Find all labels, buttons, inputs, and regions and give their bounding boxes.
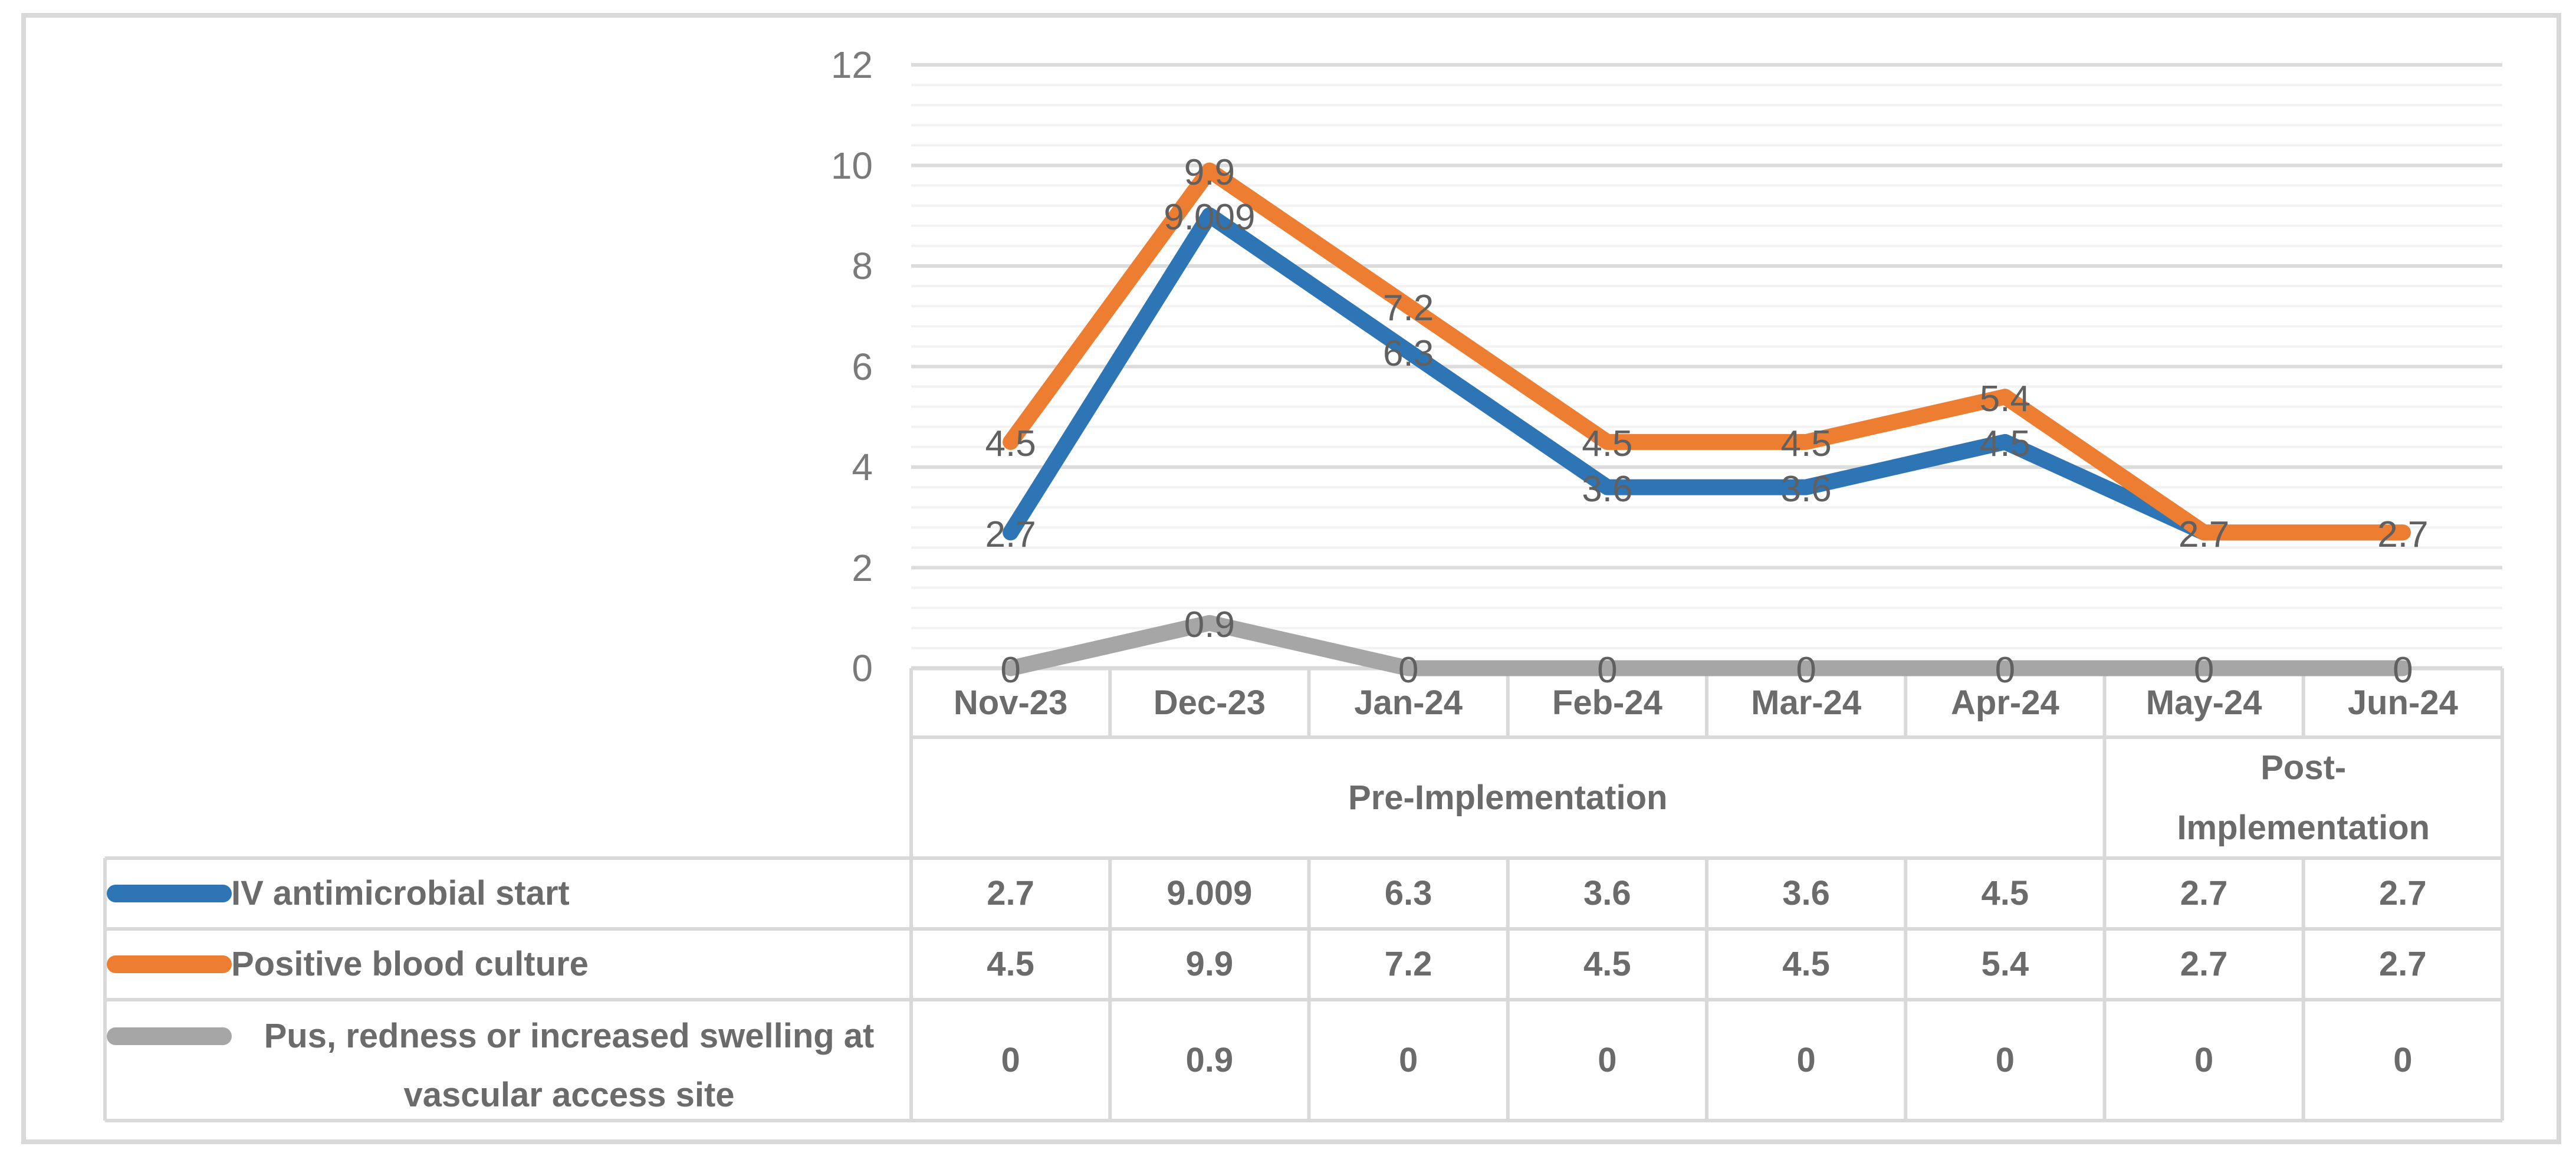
- data-label-positive-blood-culture-nov-23: 4.5: [985, 423, 1036, 465]
- data-label-iv-antimicrobial-start-jun-24: 2.7: [2377, 514, 2429, 555]
- data-label-positive-blood-culture-dec-23: 9.9: [1184, 152, 1235, 193]
- data-label-positive-blood-culture-may-24: 2.7: [2179, 514, 2230, 555]
- y-axis-tick-label: 0: [852, 647, 873, 689]
- data-label-pus-redness-or-increased-swelling-at-vas-apr-24: 0: [1995, 650, 2016, 691]
- table-value-pus-redness-or-increased-swelling-at-vas-apr-24: 0: [1995, 1040, 2015, 1079]
- legend-label-pus-redness-line1: Pus, redness or increased swelling at: [264, 1017, 875, 1055]
- table-value-iv-antimicrobial-start-jan-24: 6.3: [1384, 874, 1432, 912]
- x-axis-label-apr-24: Apr-24: [1951, 684, 2059, 722]
- legend-label-iv-antimicrobial-start: IV antimicrobial start: [231, 874, 570, 912]
- table-value-pus-redness-or-increased-swelling-at-vas-nov-23: 0: [1001, 1040, 1020, 1079]
- data-label-iv-antimicrobial-start-dec-23: 9.009: [1164, 196, 1256, 238]
- table-value-iv-antimicrobial-start-may-24: 2.7: [2180, 874, 2228, 912]
- y-axis-tick-label: 12: [830, 44, 873, 86]
- phase-label-post-implementation-line2: Implementation: [2177, 809, 2430, 847]
- data-label-positive-blood-culture-apr-24: 5.4: [1979, 378, 2030, 419]
- table-value-positive-blood-culture-mar-24: 4.5: [1782, 945, 1830, 983]
- phase-label-pre-implementation: Pre-Implementation: [1348, 778, 1668, 817]
- series-line-positive-blood-culture: [1003, 162, 2411, 541]
- table-value-pus-redness-or-increased-swelling-at-vas-may-24: 0: [2194, 1040, 2214, 1079]
- data-label-pus-redness-or-increased-swelling-at-vas-nov-23: 0: [1000, 650, 1021, 691]
- data-label-iv-antimicrobial-start-jan-24: 6.3: [1383, 333, 1434, 374]
- y-axis-tick-label: 2: [852, 546, 873, 589]
- data-label-positive-blood-culture-jun-24: 2.7: [2377, 514, 2429, 555]
- phase-label-post-implementation-line1: Post-: [2260, 748, 2347, 787]
- table-value-pus-redness-or-increased-swelling-at-vas-mar-24: 0: [1796, 1040, 1816, 1079]
- data-label-iv-antimicrobial-start-mar-24: 3.6: [1780, 469, 1832, 510]
- table-value-positive-blood-culture-feb-24: 4.5: [1583, 945, 1631, 983]
- data-label-pus-redness-or-increased-swelling-at-vas-may-24: 0: [2193, 650, 2214, 691]
- data-label-pus-redness-or-increased-swelling-at-vas-dec-23: 0.9: [1184, 605, 1235, 646]
- table-value-positive-blood-culture-may-24: 2.7: [2180, 945, 2228, 983]
- x-axis-label-dec-23: Dec-23: [1153, 684, 1266, 722]
- legend-label-positive-blood-culture: Positive blood culture: [231, 945, 589, 983]
- series-line-iv-antimicrobial-start: [1003, 207, 2411, 541]
- series-line-pus-redness-or-increased-swelling-at-vas: [1003, 615, 2411, 676]
- x-axis-label-nov-23: Nov-23: [953, 684, 1068, 722]
- table-value-iv-antimicrobial-start-apr-24: 4.5: [1981, 874, 2029, 912]
- x-axis-label-jan-24: Jan-24: [1354, 684, 1463, 722]
- table-value-pus-redness-or-increased-swelling-at-vas-dec-23: 0.9: [1185, 1040, 1234, 1079]
- table-value-iv-antimicrobial-start-nov-23: 2.7: [987, 874, 1034, 912]
- table-value-positive-blood-culture-jan-24: 7.2: [1384, 945, 1432, 983]
- legend-label-pus-redness-line2: vascular access site: [403, 1076, 735, 1114]
- table-value-pus-redness-or-increased-swelling-at-vas-jan-24: 0: [1398, 1040, 1418, 1079]
- table-value-positive-blood-culture-jun-24: 2.7: [2379, 945, 2427, 983]
- data-label-positive-blood-culture-jan-24: 7.2: [1383, 288, 1434, 329]
- data-label-pus-redness-or-increased-swelling-at-vas-jun-24: 0: [2393, 650, 2413, 691]
- table-value-iv-antimicrobial-start-mar-24: 3.6: [1782, 874, 1830, 912]
- x-axis-label-feb-24: Feb-24: [1552, 684, 1662, 722]
- table-value-positive-blood-culture-apr-24: 5.4: [1981, 945, 2029, 983]
- table-value-iv-antimicrobial-start-jun-24: 2.7: [2379, 874, 2427, 912]
- data-label-iv-antimicrobial-start-may-24: 2.7: [2179, 514, 2230, 555]
- data-label-pus-redness-or-increased-swelling-at-vas-mar-24: 0: [1796, 650, 1816, 691]
- data-label-iv-antimicrobial-start-apr-24: 4.5: [1979, 423, 2030, 465]
- table-value-pus-redness-or-increased-swelling-at-vas-feb-24: 0: [1598, 1040, 1617, 1079]
- x-axis-label-may-24: May-24: [2145, 684, 2262, 722]
- data-label-positive-blood-culture-mar-24: 4.5: [1780, 423, 1832, 465]
- table-value-pus-redness-or-increased-swelling-at-vas-jun-24: 0: [2393, 1040, 2413, 1079]
- table-value-positive-blood-culture-nov-23: 4.5: [987, 945, 1034, 983]
- y-axis-tick-label: 8: [852, 245, 873, 287]
- figure-border: [21, 13, 2561, 1144]
- y-axis-tick-label: 4: [852, 446, 873, 488]
- y-axis-tick-label: 6: [852, 345, 873, 388]
- x-axis-label-jun-24: Jun-24: [2347, 684, 2458, 722]
- table-value-iv-antimicrobial-start-dec-23: 9.009: [1167, 874, 1253, 912]
- data-label-pus-redness-or-increased-swelling-at-vas-feb-24: 0: [1597, 650, 1618, 691]
- data-label-pus-redness-or-increased-swelling-at-vas-jan-24: 0: [1398, 650, 1419, 691]
- y-axis-tick-label: 10: [830, 144, 873, 187]
- data-label-iv-antimicrobial-start-feb-24: 3.6: [1582, 469, 1633, 510]
- data-label-iv-antimicrobial-start-nov-23: 2.7: [985, 514, 1036, 555]
- data-label-positive-blood-culture-feb-24: 4.5: [1582, 423, 1633, 465]
- x-axis-label-mar-24: Mar-24: [1751, 684, 1862, 722]
- table-value-iv-antimicrobial-start-feb-24: 3.6: [1583, 874, 1631, 912]
- table-value-positive-blood-culture-dec-23: 9.9: [1185, 945, 1234, 983]
